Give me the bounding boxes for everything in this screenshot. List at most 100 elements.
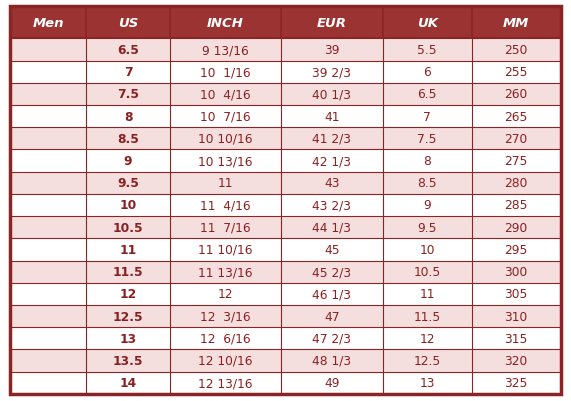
Bar [10,327,561,350]
Text: 45: 45 [324,243,340,256]
Bar [10,239,561,261]
Text: 10: 10 [119,199,136,212]
Text: 6.5: 6.5 [117,44,139,57]
Bar [10,84,561,106]
Text: 8: 8 [124,110,132,124]
Text: 9: 9 [423,199,431,212]
Text: 260: 260 [505,88,528,101]
Text: 10 10/16: 10 10/16 [198,132,253,146]
Text: 300: 300 [505,265,528,278]
Text: 8: 8 [423,155,431,168]
Text: 11: 11 [218,177,233,190]
Text: EUR: EUR [317,17,347,30]
Text: 44 1/3: 44 1/3 [312,221,352,234]
Bar [10,217,561,239]
Text: 6.5: 6.5 [417,88,437,101]
Bar [10,150,561,172]
Text: 9.5: 9.5 [117,177,139,190]
Text: 39 2/3: 39 2/3 [312,66,352,79]
Text: 280: 280 [505,177,528,190]
Text: INCH: INCH [207,17,244,30]
Text: 275: 275 [505,155,528,168]
Text: 12 10/16: 12 10/16 [198,354,253,367]
Text: UK: UK [417,17,438,30]
Text: 11  7/16: 11 7/16 [200,221,251,234]
Text: 39: 39 [324,44,340,57]
Text: 11: 11 [119,243,136,256]
Bar [10,39,561,61]
Text: 9 13/16: 9 13/16 [202,44,249,57]
Text: 10.5: 10.5 [112,221,143,234]
Text: 285: 285 [504,199,528,212]
Text: 10  1/16: 10 1/16 [200,66,251,79]
Bar [383,7,472,39]
Text: 13: 13 [420,376,435,389]
Text: 8.5: 8.5 [417,177,437,190]
Text: 325: 325 [505,376,528,389]
Text: 43: 43 [324,177,340,190]
Text: 12.5: 12.5 [413,354,441,367]
Text: 7.5: 7.5 [417,132,437,146]
Text: 13: 13 [119,332,136,345]
Bar [10,7,86,39]
Text: 11 13/16: 11 13/16 [198,265,253,278]
Text: 270: 270 [505,132,528,146]
Bar [10,194,561,217]
Text: 12.5: 12.5 [112,310,143,323]
Text: 5.5: 5.5 [417,44,437,57]
Text: 12  3/16: 12 3/16 [200,310,251,323]
Text: 11: 11 [420,288,435,301]
Bar [10,172,561,194]
Text: 10.5: 10.5 [413,265,441,278]
Text: 41 2/3: 41 2/3 [312,132,352,146]
Text: 12: 12 [119,288,136,301]
Text: 250: 250 [505,44,528,57]
Text: 45 2/3: 45 2/3 [312,265,352,278]
Text: 320: 320 [505,354,528,367]
Text: 11.5: 11.5 [413,310,441,323]
Bar [472,7,561,39]
Text: 41: 41 [324,110,340,124]
Text: 12  6/16: 12 6/16 [200,332,251,345]
Bar [86,7,170,39]
Text: 47 2/3: 47 2/3 [312,332,352,345]
Text: 48 1/3: 48 1/3 [312,354,352,367]
Text: 49: 49 [324,376,340,389]
Text: MM: MM [503,17,529,30]
Bar [10,372,561,394]
Text: 7: 7 [423,110,431,124]
Text: 290: 290 [505,221,528,234]
Text: US: US [118,17,138,30]
Bar [10,261,561,283]
Text: 8.5: 8.5 [117,132,139,146]
Text: Men: Men [33,17,64,30]
Text: 265: 265 [505,110,528,124]
Text: 305: 305 [505,288,528,301]
Bar [10,350,561,372]
Bar [10,106,561,128]
Bar [10,305,561,327]
Text: 7.5: 7.5 [117,88,139,101]
Text: 12: 12 [420,332,435,345]
Text: 47: 47 [324,310,340,323]
Bar [170,7,282,39]
Text: 295: 295 [505,243,528,256]
Text: 46 1/3: 46 1/3 [312,288,352,301]
Text: 12 13/16: 12 13/16 [198,376,253,389]
Text: 6: 6 [423,66,431,79]
Text: 40 1/3: 40 1/3 [312,88,352,101]
Text: 10  4/16: 10 4/16 [200,88,251,101]
Bar [282,7,383,39]
Text: 10: 10 [420,243,435,256]
Text: 14: 14 [119,376,136,389]
Text: 11  4/16: 11 4/16 [200,199,251,212]
Text: 13.5: 13.5 [113,354,143,367]
Text: 310: 310 [505,310,528,323]
Text: 9: 9 [124,155,132,168]
Text: 11.5: 11.5 [112,265,143,278]
Text: 255: 255 [504,66,528,79]
Text: 7: 7 [124,66,132,79]
Text: 11 10/16: 11 10/16 [198,243,253,256]
Text: 12: 12 [218,288,233,301]
Text: 9.5: 9.5 [417,221,437,234]
